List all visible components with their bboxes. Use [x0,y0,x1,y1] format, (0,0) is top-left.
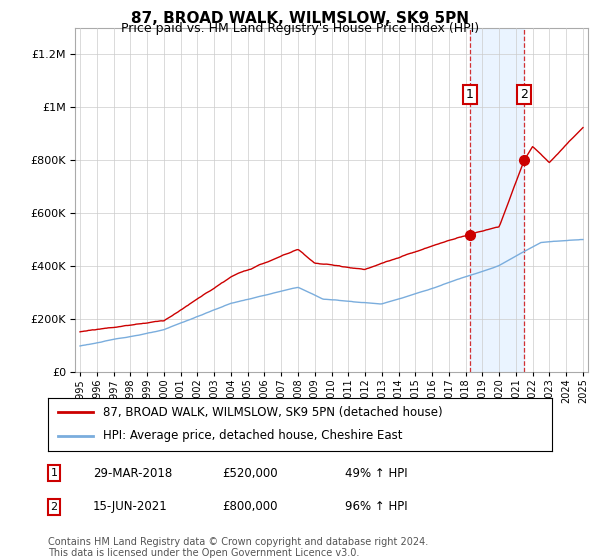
Text: 87, BROAD WALK, WILMSLOW, SK9 5PN: 87, BROAD WALK, WILMSLOW, SK9 5PN [131,11,469,26]
Text: 2: 2 [520,88,527,101]
Text: 96% ↑ HPI: 96% ↑ HPI [345,500,407,514]
Text: £520,000: £520,000 [222,466,278,480]
Text: 49% ↑ HPI: 49% ↑ HPI [345,466,407,480]
Text: 2: 2 [50,502,58,512]
Text: HPI: Average price, detached house, Cheshire East: HPI: Average price, detached house, Ches… [103,430,403,442]
Text: 1: 1 [50,468,58,478]
Text: Contains HM Land Registry data © Crown copyright and database right 2024.: Contains HM Land Registry data © Crown c… [48,537,428,547]
Text: 15-JUN-2021: 15-JUN-2021 [93,500,168,514]
Bar [470,28,524,372]
Text: 1: 1 [466,88,474,101]
Text: Price paid vs. HM Land Registry's House Price Index (HPI): Price paid vs. HM Land Registry's House … [121,22,479,35]
Text: 29-MAR-2018: 29-MAR-2018 [93,466,172,480]
Text: 87, BROAD WALK, WILMSLOW, SK9 5PN (detached house): 87, BROAD WALK, WILMSLOW, SK9 5PN (detac… [103,406,443,419]
Text: £800,000: £800,000 [222,500,277,514]
Text: This data is licensed under the Open Government Licence v3.0.: This data is licensed under the Open Gov… [48,548,359,558]
